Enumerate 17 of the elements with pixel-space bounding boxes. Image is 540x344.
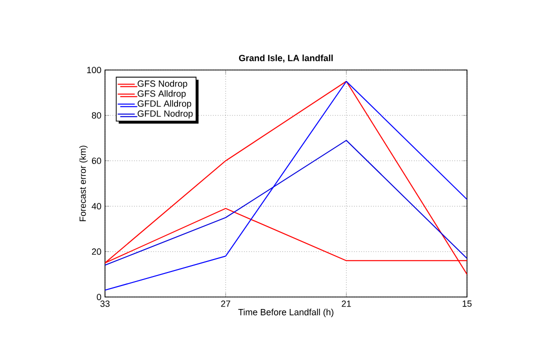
- x-tick-label: 15: [462, 300, 472, 307]
- legend-label: GFS Alldrop: [138, 90, 186, 99]
- y-tick-label: 20: [92, 248, 102, 255]
- chart-title: Grand Isle, LA landfall: [239, 54, 333, 62]
- y-tick-label: 0: [96, 294, 102, 300]
- legend-label: GFDL Alldrop: [138, 100, 192, 109]
- legend-label: GFS Nodrop: [138, 80, 188, 89]
- x-tick-label: 33: [100, 300, 110, 307]
- x-tick-label: 21: [342, 300, 351, 307]
- y-axis-title: Forecast error (km): [79, 146, 88, 222]
- y-tick-label: 40: [92, 203, 102, 210]
- y-tick-label: 60: [92, 158, 102, 164]
- x-axis-title: Time Before Landfall (h): [238, 308, 334, 318]
- x-tick-label: 27: [221, 300, 230, 307]
- legend-label: GFDL Nodrop: [138, 110, 193, 119]
- y-tick-label: 80: [92, 112, 102, 119]
- y-tick-label: 100: [87, 66, 102, 74]
